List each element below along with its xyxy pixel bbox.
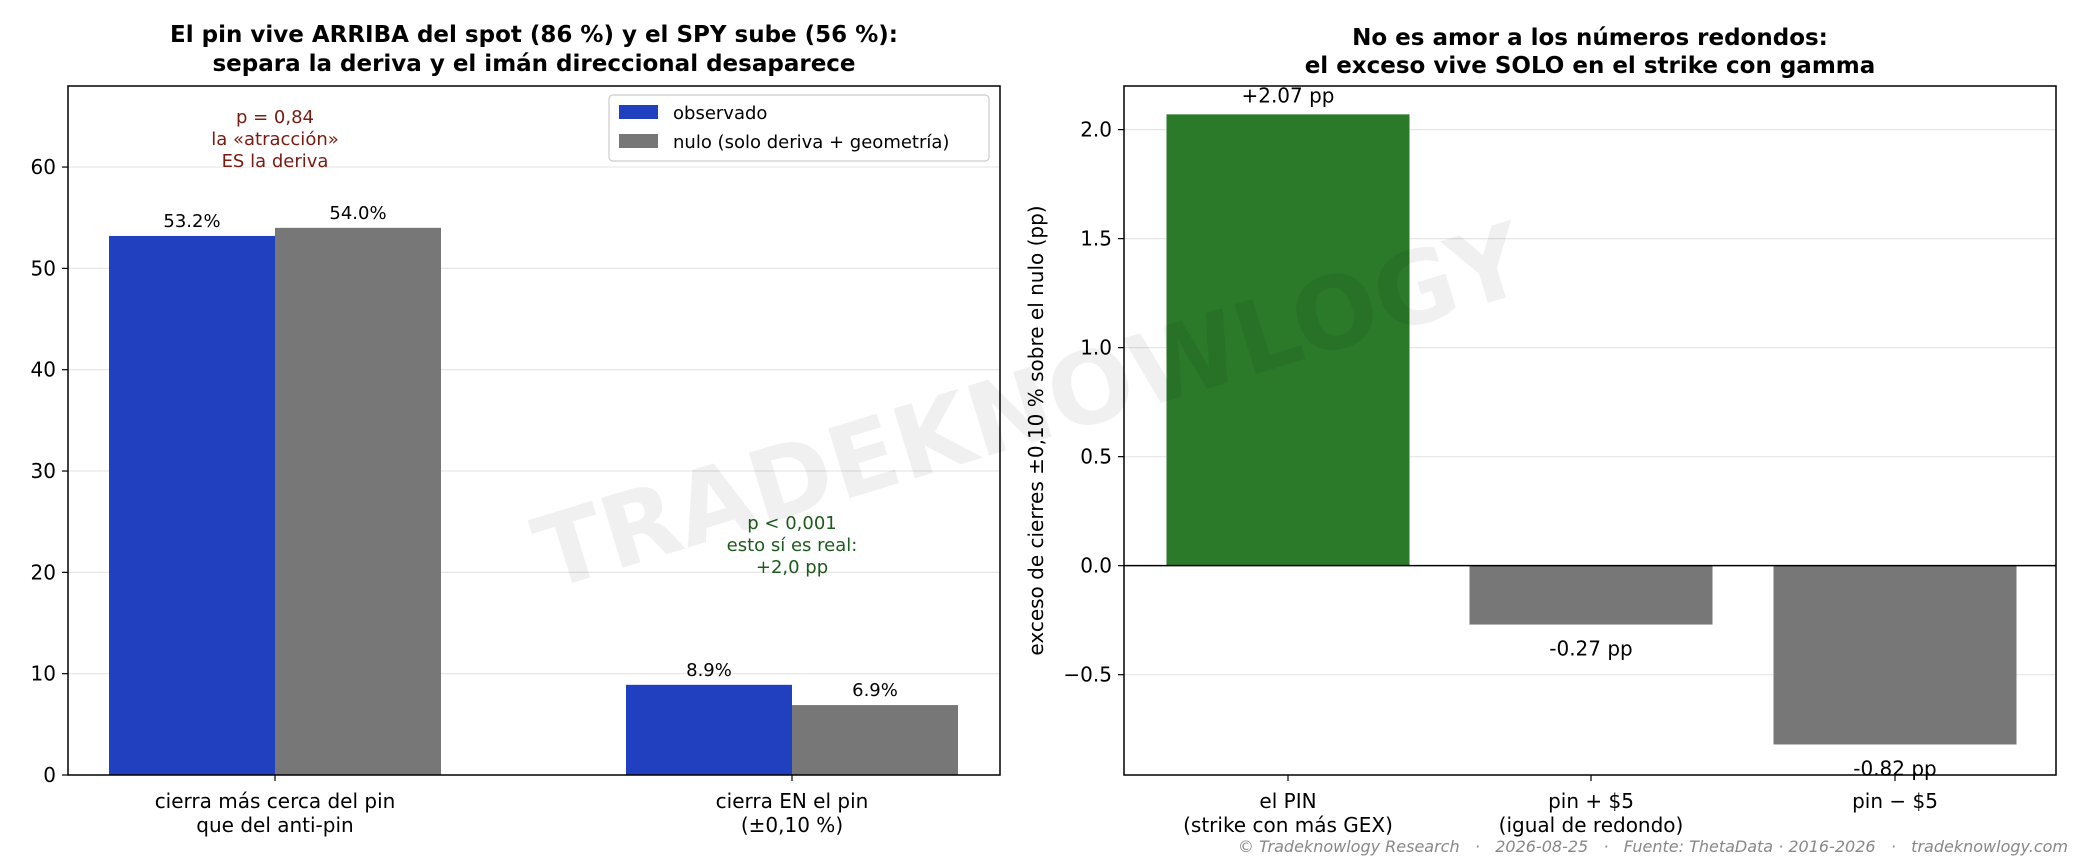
bar-value-label: +2.07 pp: [1241, 83, 1334, 107]
y-tick-label: 30: [31, 459, 56, 483]
x-tick-label: (igual de redondo): [1499, 813, 1684, 837]
annotation-text: la «atracción»: [211, 129, 339, 150]
y-tick-label: 20: [31, 560, 56, 584]
y-axis-label: exceso de cierres ±0,10 % sobre el nulo …: [1024, 205, 1048, 655]
chart-left: 0 10 20 30 40 50 60 53.2% 8.9% 54.0% 6.9% cierra má…: [31, 22, 1001, 837]
bar-observed: [626, 684, 792, 775]
bar-value-label: 54.0%: [329, 203, 386, 224]
chart-title: el exceso vive SOLO en el strike con gam…: [1305, 53, 1876, 79]
x-tick-label: pin − $5: [1852, 789, 1938, 813]
bar-value-label: -0.27 pp: [1549, 637, 1633, 661]
y-tick-label: 1.0: [1080, 336, 1112, 360]
y-tick-label: 60: [31, 155, 56, 179]
annotation-text: +2,0 pp: [756, 557, 828, 578]
bar-value-label: 8.9%: [686, 660, 732, 681]
plot-frame: [1123, 85, 2057, 776]
chart-title: El pin vive ARRIBA del spot (86 %) y el …: [170, 22, 898, 48]
bar-null: [792, 705, 958, 775]
y-tick-label: 1.5: [1080, 227, 1112, 251]
plot-frame: [67, 85, 1001, 776]
y-tick-label: 10: [31, 662, 56, 686]
bar-null: [275, 227, 441, 776]
annotation-text: ES la deriva: [222, 151, 329, 172]
legend-box: [608, 94, 990, 162]
legend-label: nulo (solo deriva + geometría): [673, 132, 949, 153]
chart-right: −0.50.00.51.01.52.0+2.07 pp-0.27 pp-0.82…: [1024, 25, 2057, 837]
y-tick-label: 2.0: [1080, 118, 1112, 142]
bar-value-label: 6.9%: [852, 680, 898, 701]
bar-offset: [1773, 565, 2017, 745]
y-tick-label: 0.0: [1080, 554, 1112, 578]
chart-title: No es amor a los números redondos:: [1352, 25, 1828, 51]
y-tick-label: 0: [43, 763, 56, 787]
x-tick-label: que del anti-pin: [196, 813, 353, 837]
bar-pin: [1166, 114, 1410, 566]
annotation-text: esto sí es real:: [727, 535, 858, 556]
x-tick-label: (±0,10 %): [741, 813, 843, 837]
bar-offset: [1469, 565, 1713, 625]
x-tick-label: cierra EN el pin: [716, 789, 869, 813]
chart-title: separa la deriva y el imán direccional d…: [212, 51, 855, 77]
y-tick-label: 40: [31, 358, 56, 382]
bar-observed: [109, 235, 275, 776]
footer-credits: © Tradeknowlogy Research · 2026-08-25 · …: [1237, 837, 2068, 856]
bar-value-label: 53.2%: [163, 211, 220, 232]
y-tick-label: 50: [31, 256, 56, 280]
annotation-text: p < 0,001: [747, 513, 836, 534]
y-tick-label: 0.5: [1080, 445, 1112, 469]
x-tick-label: cierra más cerca del pin: [155, 789, 396, 813]
legend-swatch: [619, 134, 658, 148]
y-tick-label: −0.5: [1063, 663, 1112, 687]
x-tick-label: pin + $5: [1548, 789, 1634, 813]
x-tick-label: (strike con más GEX): [1183, 813, 1393, 837]
annotation-text: p = 0,84: [236, 107, 314, 128]
x-tick-label: el PIN: [1259, 789, 1316, 813]
legend-label: observado: [673, 103, 767, 124]
legend-swatch: [619, 105, 658, 119]
